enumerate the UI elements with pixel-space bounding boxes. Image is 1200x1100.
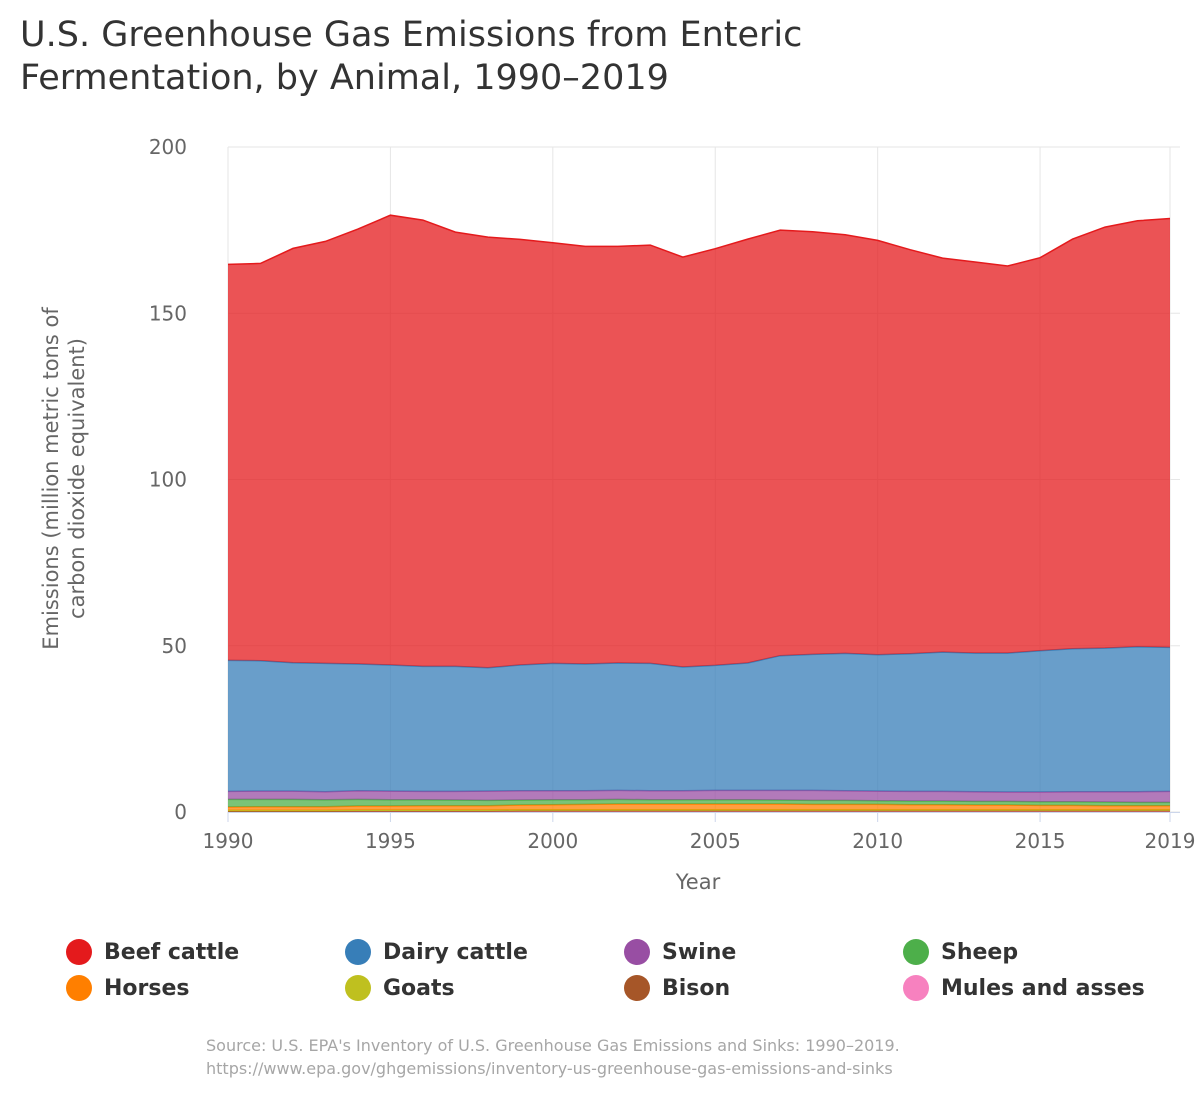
area-beef-cattle[interactable] — [228, 215, 1170, 668]
y-tick-label: 100 — [149, 468, 187, 492]
legend-swatch — [66, 975, 92, 1001]
area-dairy-cattle[interactable] — [228, 646, 1170, 792]
y-tick-label: 200 — [149, 135, 187, 159]
y-axis-title: Emissions (million metric tons ofcarbon … — [39, 307, 89, 650]
legend-label: Goats — [383, 975, 455, 1001]
y-tick-label: 150 — [149, 301, 187, 325]
legend-item-goats[interactable]: Goats — [345, 970, 455, 1006]
chart-title: U.S. Greenhouse Gas Emissions from Enter… — [20, 15, 803, 98]
source-line-2: https://www.epa.gov/ghgemissions/invento… — [206, 1059, 893, 1078]
y-axis-title-text: Emissions (million metric tons ofcarbon … — [39, 307, 89, 650]
legend-item-mules-and-asses[interactable]: Mules and asses — [903, 970, 1145, 1006]
x-axis-title: Year — [675, 870, 721, 894]
legend-swatch — [624, 975, 650, 1001]
x-axis: 1990 1995 2000 2005 2010 2015 2019 — [203, 812, 1196, 853]
x-tick-label: 1995 — [365, 829, 416, 853]
x-tick-label: 2000 — [527, 829, 578, 853]
y-axis: 0 50 100 150 200 — [149, 135, 187, 824]
x-tick-label: 1990 — [203, 829, 254, 853]
legend-swatch — [66, 939, 92, 965]
y-tick-label: 0 — [174, 800, 187, 824]
line-beef-cattle — [227, 214, 1171, 267]
legend-item-swine[interactable]: Swine — [624, 934, 736, 970]
area-horses[interactable] — [228, 804, 1170, 811]
area-chart: 1990 1995 2000 2005 2010 2015 2019 0 50 100 150 20… — [39, 135, 1196, 894]
legend-label: Mules and asses — [941, 975, 1145, 1001]
legend-label: Beef cattle — [104, 939, 240, 965]
y-tick-label: 50 — [162, 634, 187, 658]
legend-swatch — [903, 975, 929, 1001]
stacked-areas — [227, 214, 1171, 813]
source-line-1: Source: U.S. EPA's Inventory of U.S. Gre… — [206, 1036, 900, 1055]
legend-label: Dairy cattle — [383, 939, 528, 965]
x-tick-label: 2019 — [1145, 829, 1196, 853]
legend-swatch — [345, 975, 371, 1001]
x-tick-label: 2010 — [852, 829, 903, 853]
source-note: Source: U.S. EPA's Inventory of U.S. Gre… — [206, 1034, 1186, 1080]
area-swine[interactable] — [228, 790, 1170, 803]
legend-item-sheep[interactable]: Sheep — [903, 934, 1018, 970]
legend-item-beef-cattle[interactable]: Beef cattle — [66, 934, 239, 970]
x-tick-label: 2015 — [1015, 829, 1066, 853]
legend-label: Bison — [662, 975, 731, 1001]
legend-item-horses[interactable]: Horses — [66, 970, 190, 1006]
legend-label: Swine — [662, 939, 737, 965]
legend-swatch — [624, 939, 650, 965]
legend-item-dairy-cattle[interactable]: Dairy cattle — [345, 934, 528, 970]
x-tick-label: 2005 — [690, 829, 741, 853]
legend-label: Sheep — [941, 939, 1019, 965]
legend-swatch — [903, 939, 929, 965]
legend-item-bison[interactable]: Bison — [624, 970, 730, 1006]
legend-swatch — [345, 939, 371, 965]
legend-label: Horses — [104, 975, 190, 1001]
